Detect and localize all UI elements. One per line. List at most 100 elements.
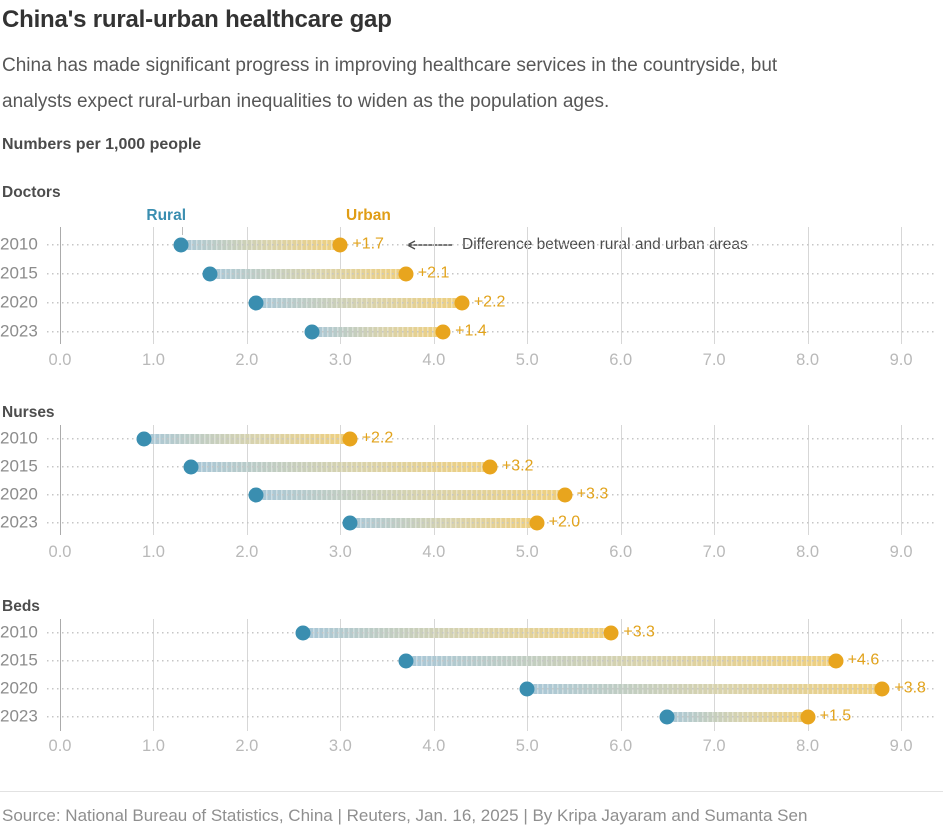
grid-line <box>714 619 716 731</box>
x-axis-tick-label: 1.0 <box>141 543 165 561</box>
x-axis-tick-label: 8.0 <box>796 351 820 369</box>
year-label: 2010 <box>0 428 38 448</box>
rural-dot <box>659 709 675 725</box>
chart-title-nurses: Nurses <box>2 404 55 421</box>
x-axis-tick-label: 6.0 <box>609 543 633 561</box>
difference-value-label: +3.8 <box>894 679 926 697</box>
grid-line <box>153 227 155 344</box>
x-axis-tick-label: 5.0 <box>515 351 539 369</box>
difference-value-label: +2.1 <box>417 264 450 282</box>
x-axis-tick-label: 2.0 <box>235 543 259 561</box>
difference-value-label: +4.6 <box>847 651 880 669</box>
doctors-plot: Rural Urban Difference between rural and… <box>0 207 943 382</box>
urban-dot <box>828 653 844 669</box>
difference-value-label: +1.7 <box>352 235 384 253</box>
x-axis-tick-label: 8.0 <box>796 737 820 755</box>
x-axis-tick-label: 0.0 <box>48 351 72 369</box>
rural-dot <box>136 431 152 447</box>
grid-line <box>433 425 435 535</box>
x-axis-tick-label: 7.0 <box>702 543 726 561</box>
x-axis-tick-label: 7.0 <box>702 737 726 755</box>
urban-dot <box>482 459 498 475</box>
urban-dot <box>342 431 358 447</box>
grid-line <box>527 619 529 731</box>
row-dotted-line <box>47 438 934 440</box>
row-dotted-line <box>47 494 934 496</box>
row-dotted-line <box>47 331 934 333</box>
row-dotted-line <box>47 273 934 275</box>
urban-dot <box>332 237 348 253</box>
beds-plot: 0.0 1.0 2.0 3.0 4.0 5.0 6.0 7.0 8.0 9.0 2010 +3.3 20… <box>0 619 943 769</box>
rural-dot <box>248 487 264 503</box>
grid-line <box>340 425 342 535</box>
year-label: 2020 <box>0 292 38 312</box>
difference-value-label: +3.3 <box>576 485 609 503</box>
legend-urban-label: Urban <box>346 207 391 224</box>
grid-line <box>153 619 155 731</box>
chart-title-beds: Beds <box>2 598 40 615</box>
rural-dot <box>173 237 189 253</box>
x-axis-tick-label: 1.0 <box>141 351 165 369</box>
grid-line <box>433 619 435 731</box>
chart-section-beds: Beds 0.0 1.0 2.0 3.0 4.0 5.0 6.0 7.0 8.0 9.0 2010 +… <box>0 598 943 792</box>
footer-divider <box>0 791 943 792</box>
grid-line <box>340 227 342 344</box>
page-title: China's rural-urban healthcare gap <box>2 6 392 33</box>
row-dotted-line <box>47 302 934 304</box>
x-axis-tick-label: 2.0 <box>235 351 259 369</box>
year-label: 2015 <box>0 650 38 670</box>
grid-line <box>807 425 809 535</box>
x-axis-tick-label: 3.0 <box>328 737 352 755</box>
urban-dot <box>800 709 816 725</box>
x-axis-tick-label: 3.0 <box>328 351 352 369</box>
rural-dot <box>304 324 320 340</box>
chart-section-doctors: Doctors Rural Urban Difference between r… <box>0 184 943 404</box>
urban-dot <box>454 295 470 311</box>
x-axis-tick-label: 4.0 <box>422 351 446 369</box>
grid-line <box>714 425 716 535</box>
grid-line <box>246 227 248 344</box>
rural-dot <box>183 459 199 475</box>
year-label: 2020 <box>0 484 38 504</box>
year-label: 2023 <box>0 706 38 726</box>
urban-dot <box>557 487 573 503</box>
legend-rural-label: Rural <box>146 207 186 224</box>
subtitle-line-2: analysts expect rural-urban inequalities… <box>2 91 610 112</box>
x-axis-tick-label: 9.0 <box>889 737 913 755</box>
grid-line <box>60 619 61 731</box>
x-axis-tick-label: 6.0 <box>609 351 633 369</box>
difference-value-label: +3.2 <box>501 457 534 475</box>
rural-dot <box>342 515 358 531</box>
year-label: 2015 <box>0 456 38 476</box>
chart-subtitle: China has made significant progress in i… <box>2 48 932 120</box>
year-label: 2023 <box>0 512 38 532</box>
x-axis-tick-label: 2.0 <box>235 737 259 755</box>
row-dotted-line <box>47 522 934 524</box>
grid-line <box>807 619 809 731</box>
nurses-plot: 0.0 1.0 2.0 3.0 4.0 5.0 6.0 7.0 8.0 9.0 2010 +2.2 20… <box>0 425 943 575</box>
difference-value-label: +1.5 <box>819 707 852 725</box>
grid-line <box>246 619 248 731</box>
difference-value-label: +2.2 <box>473 293 506 311</box>
legend-rural-tick <box>182 227 183 235</box>
grid-line <box>527 227 529 344</box>
grid-line <box>620 227 622 344</box>
x-axis-tick-label: 0.0 <box>48 543 72 561</box>
rural-dot <box>248 295 264 311</box>
grid-line <box>901 227 903 344</box>
urban-dot <box>874 681 890 697</box>
grid-line <box>246 425 248 535</box>
x-axis-tick-label: 5.0 <box>515 543 539 561</box>
x-axis-tick-label: 4.0 <box>422 737 446 755</box>
row-dotted-line <box>47 716 934 718</box>
grid-line <box>433 227 435 344</box>
source-attribution: Source: National Bureau of Statistics, C… <box>2 806 808 825</box>
units-label: Numbers per 1,000 people <box>2 136 202 153</box>
year-label: 2020 <box>0 678 38 698</box>
urban-dot <box>398 266 414 282</box>
x-axis-tick-label: 5.0 <box>515 737 539 755</box>
grid-line <box>153 425 155 535</box>
grid-line <box>901 619 903 731</box>
x-axis-tick-label: 4.0 <box>422 543 446 561</box>
